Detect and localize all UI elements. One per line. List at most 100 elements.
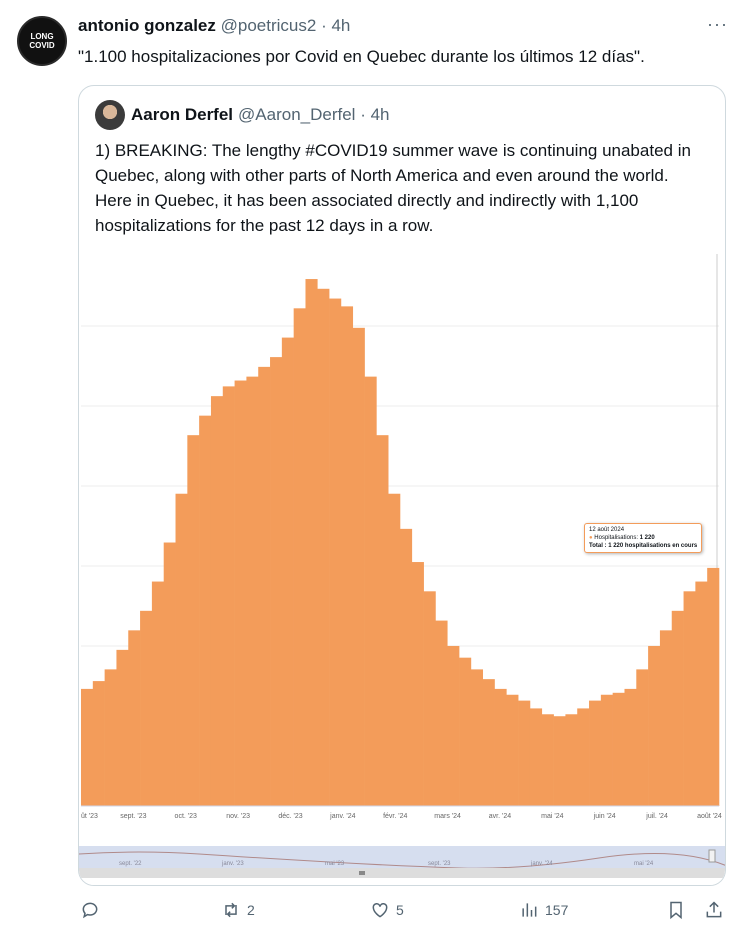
bar [305,279,318,807]
x-tick-label: juil. '24 [645,813,668,820]
bar [210,396,224,806]
author-avatar[interactable]: LONG COVID [17,16,67,66]
navigator-tick-label: mai '23 [325,861,345,867]
x-tick-label: juin '24 [593,813,616,820]
bar [529,708,543,806]
bar [648,645,661,806]
x-tick-label: mai '24 [541,813,563,820]
views-icon [522,903,537,917]
quoted-tweet[interactable]: Aaron Derfel @Aaron_Derfel · 4h 1) BREAK… [78,85,726,886]
bar [624,688,637,806]
quoted-author-handle: @Aaron_Derfel [238,105,356,124]
navigator-handle [708,849,716,863]
heart-icon [372,902,388,918]
quoted-avatar [95,100,125,130]
tooltip-series: Hospitalisations: [594,535,638,541]
bar [340,306,354,806]
bar [140,610,153,806]
bar [222,386,235,806]
bar [187,435,200,806]
bar [234,380,247,806]
retweet-icon [225,902,237,918]
tweet-text: "1.100 hospitalizaciones por Covid en Qu… [78,47,645,66]
navigator-series [79,851,725,869]
bar [577,708,590,806]
x-tick-label: mars '24 [434,813,461,820]
bar [447,645,460,806]
retweet-button[interactable]: 2 [221,900,255,920]
bar [270,357,283,806]
bar [411,562,424,806]
author-name[interactable]: antonio gonzalez [78,16,216,35]
action-bar: 2 5 157 [78,900,738,930]
bar [482,679,495,806]
bar [163,542,176,806]
x-tick-label: sept. '23 [120,813,146,820]
quoted-text: 1) BREAKING: The lengthy #COVID19 summer… [95,141,691,235]
x-tick-label: ût '23 [81,813,98,820]
x-tick-label: janv. '24 [329,813,355,820]
retweet-count: 2 [247,902,255,918]
bar [92,681,105,806]
bar [352,327,365,806]
quoted-author-name: Aaron Derfel [131,105,234,124]
navigator-tick-label: janv. '23 [221,861,244,867]
navigator-scrollbar [79,868,725,878]
bar [565,714,578,806]
bar [116,649,129,806]
bar [494,688,507,806]
bar [435,620,448,806]
bar [612,692,625,806]
chart-tooltip: 12 août 2024 ● Hospitalisations: 1 220 T… [584,523,703,553]
bar [518,700,531,806]
views-button[interactable]: 157 [519,900,568,920]
quoted-header: Aaron Derfel @Aaron_Derfel · 4h [95,100,390,130]
tweet-time[interactable]: · 4h [321,16,351,35]
share-button[interactable] [704,900,724,920]
bar [258,366,271,806]
author-handle[interactable]: @poetricus2 [220,16,317,35]
like-button[interactable]: 5 [370,900,404,920]
quoted-time: · 4h [360,105,390,124]
bar [400,528,413,806]
bar [659,630,673,806]
tooltip-total: Total : 1 220 hospitalisations en cours [589,543,698,549]
navigator-tick-label: mai '24 [634,861,654,867]
navigator-tick-label: janv. '24 [530,861,553,867]
bookmark-icon [670,901,682,920]
bar [104,669,117,806]
x-tick-label: févr. '24 [383,813,407,820]
bar [671,610,684,806]
tooltip-value: 1 220 [639,535,655,541]
share-icon [706,901,722,918]
bar [589,700,602,806]
navigator-tick-label: sept. '22 [119,861,142,867]
reply-button[interactable] [80,900,100,920]
hospitalization-chart[interactable]: ût '23 sept. '23 oct. '23 nov. '23 déc. '23 j… [79,254,725,885]
bar [683,591,696,806]
bar [553,716,566,806]
bar [246,376,259,806]
bar [329,298,342,806]
reply-icon [82,902,98,919]
bar [600,694,613,806]
more-options-icon[interactable]: ··· [707,14,728,34]
bar [707,567,720,806]
bookmark-button[interactable] [666,900,686,920]
navigator-band [79,846,725,868]
bar [199,415,212,806]
chart-svg: ût '23 sept. '23 oct. '23 nov. '23 déc. '23 j… [79,254,725,878]
navigator-tick-label: sept. '23 [428,861,451,867]
bar [151,581,165,806]
bar [128,630,141,806]
tooltip-date: 12 août 2024 [589,527,625,533]
x-tick-label: nov. '23 [226,813,250,820]
scrollbar-grip [359,871,365,875]
x-tick-label: déc. '23 [278,813,302,820]
x-tick-label: avr. '24 [489,813,511,820]
like-count: 5 [396,902,404,918]
x-tick-label: août '24 [697,813,722,820]
bar [459,657,472,806]
bar [281,337,294,806]
bar [317,288,330,806]
